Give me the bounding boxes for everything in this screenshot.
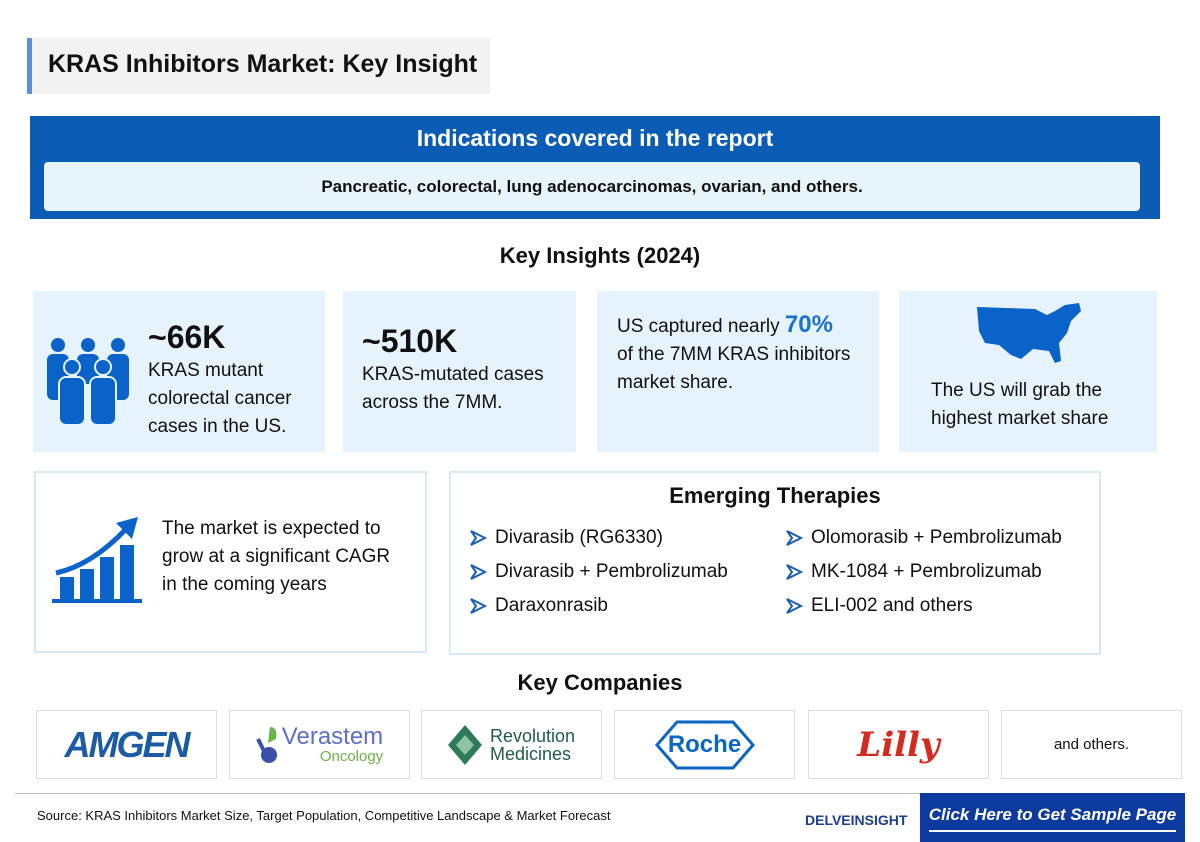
chevron-right-icon (470, 530, 487, 546)
chevron-right-icon (786, 598, 803, 614)
key-insights-heading: Key Insights (2024) (499, 243, 701, 268)
get-sample-page-button[interactable]: Click Here to Get Sample Page (920, 793, 1185, 842)
therapy-item: Divarasib (RG6330) (469, 521, 728, 555)
market-growth-box: The market is expected to grow at a sign… (34, 471, 427, 653)
verastem-logo: Verastem Oncology (229, 710, 410, 779)
revolution-medicines-logo: Revolution Medicines (421, 710, 602, 779)
therapy-item: ELI-002 and others (785, 589, 1062, 623)
key-companies-heading: Key Companies (517, 670, 683, 695)
and-others-text: and others. (1001, 710, 1182, 779)
therapy-item: Olomorasib + Pembrolizumab (785, 521, 1062, 555)
chevron-right-icon (470, 598, 487, 614)
stat-text: highest market share (931, 408, 1109, 429)
stat-value: 70% (784, 311, 833, 338)
stat-text: colorectal cancer (148, 388, 292, 409)
lilly-logo: Lilly (808, 710, 989, 779)
growth-text: grow at a significant CAGR (162, 546, 391, 567)
therapy-name: ELI-002 and others (811, 595, 973, 616)
therapy-name: MK-1084 + Pembrolizumab (811, 561, 1042, 582)
therapy-name: Divarasib + Pembrolizumab (495, 561, 728, 582)
people-group-icon (47, 338, 129, 426)
us-map-icon (977, 303, 1081, 363)
stat-text: The US will grab the (931, 380, 1103, 401)
chevron-right-icon (470, 564, 487, 580)
therapy-item: MK-1084 + Pembrolizumab (785, 555, 1062, 589)
stat-value: ~510K (362, 323, 458, 359)
stat-text: market share. (617, 372, 734, 393)
stat-text: KRAS-mutated cases (362, 364, 544, 385)
growth-text: The market is expected to (162, 518, 381, 539)
emerging-therapies-box: Emerging Therapies Divarasib (RG6330) Div… (449, 471, 1101, 655)
amgen-logo: AMGEN (36, 710, 217, 779)
page-title: KRAS Inhibitors Market: Key Insight (27, 38, 490, 94)
indications-text: Pancreatic, colorectal, lung adenocarcin… (44, 162, 1140, 211)
stat-text: across the 7MM. (362, 392, 503, 413)
growth-chart-icon (52, 517, 142, 603)
therapy-name: Daraxonrasib (495, 595, 608, 616)
therapy-name: Olomorasib + Pembrolizumab (811, 527, 1062, 548)
insight-card-colorectal: ~66K KRAS mutant colorectal cancer cases… (33, 291, 325, 452)
insight-card-7mm-cases: ~510K KRAS-mutated cases across the 7MM. (343, 291, 576, 452)
therapy-name: Divarasib (RG6330) (495, 527, 663, 548)
stat-text: cases in the US. (148, 416, 287, 437)
footer-divider (15, 793, 920, 794)
stat-text: of the 7MM KRAS inhibitors (617, 344, 851, 365)
source-text: Source: KRAS Inhibitors Market Size, Tar… (37, 808, 611, 823)
indications-heading: Indications covered in the report (416, 125, 774, 151)
roche-logo: Roche (614, 710, 795, 779)
indications-banner: Indications covered in the report Pancre… (30, 116, 1160, 219)
delveinsight-logo: DELVEINSIGHT (805, 812, 908, 828)
insight-card-us-highest: The US will grab the highest market shar… (899, 291, 1157, 452)
emerging-heading: Emerging Therapies (669, 483, 881, 508)
stat-text: KRAS mutant (148, 360, 264, 381)
chevron-right-icon (786, 530, 803, 546)
chevron-right-icon (786, 564, 803, 580)
stat-value: ~66K (148, 319, 226, 355)
growth-text: in the coming years (162, 574, 327, 595)
therapy-item: Divarasib + Pembrolizumab (469, 555, 728, 589)
stat-text: US captured nearly (617, 316, 785, 337)
therapy-item: Daraxonrasib (469, 589, 728, 623)
insight-card-us-share: US captured nearly 70% of the 7MM KRAS i… (597, 291, 879, 452)
